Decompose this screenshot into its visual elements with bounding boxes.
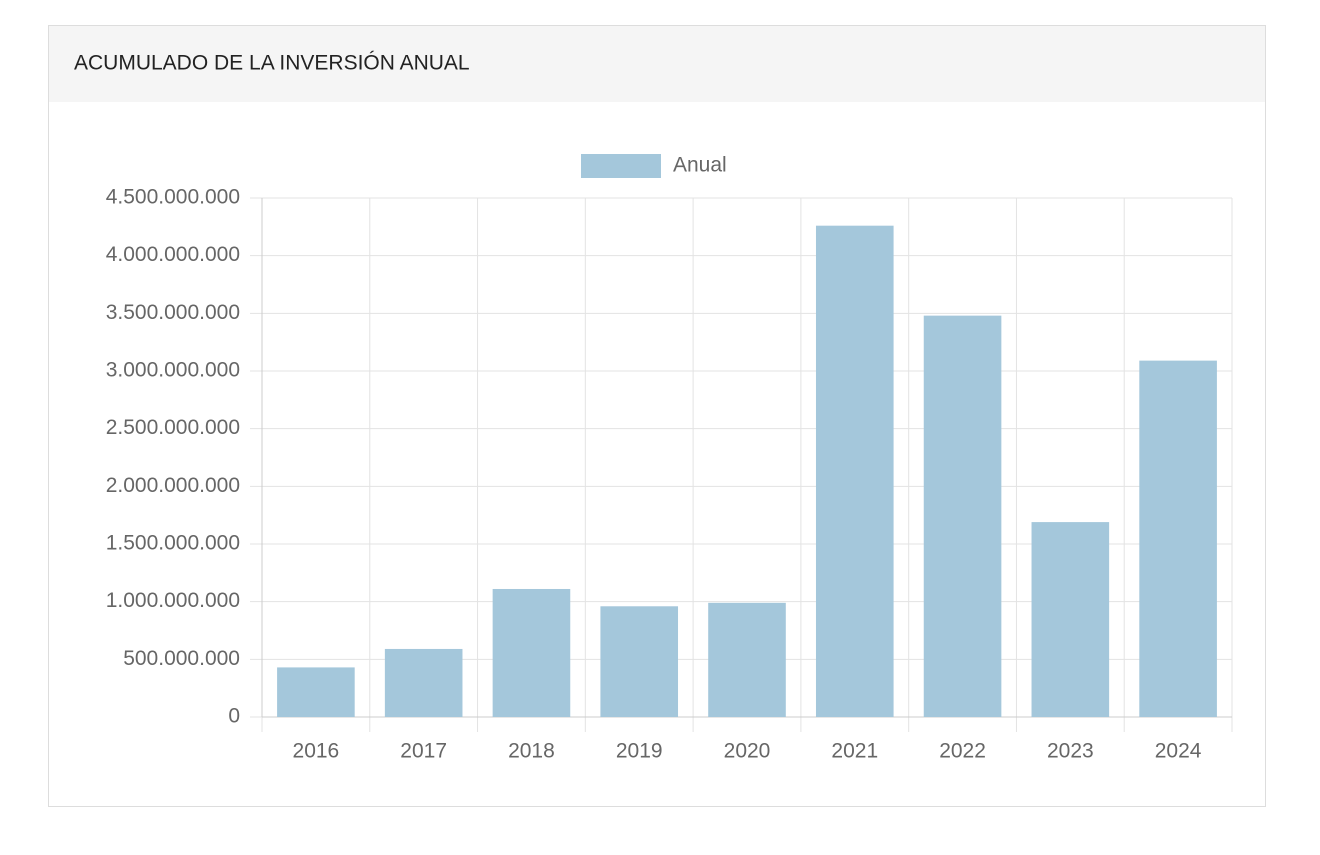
x-tick-label: 2018 bbox=[508, 740, 555, 763]
bar bbox=[277, 667, 355, 717]
y-tick-label: 4.500.000.000 bbox=[106, 186, 240, 209]
y-tick-label: 1.500.000.000 bbox=[106, 532, 240, 555]
x-tick-label: 2022 bbox=[939, 740, 986, 763]
legend-swatch bbox=[581, 154, 661, 178]
card-header bbox=[49, 26, 1265, 102]
bar bbox=[708, 602, 786, 717]
bar bbox=[1031, 522, 1110, 717]
y-tick-label: 0 bbox=[228, 705, 240, 728]
bar bbox=[815, 225, 894, 717]
bar bbox=[1139, 360, 1217, 717]
y-tick-label: 1.000.000.000 bbox=[106, 589, 240, 612]
y-tick-label: 3.000.000.000 bbox=[106, 359, 240, 382]
x-tick-label: 2017 bbox=[400, 740, 447, 763]
y-tick-label: 500.000.000 bbox=[123, 647, 240, 670]
x-tick-label: 2024 bbox=[1155, 740, 1202, 763]
bar bbox=[492, 588, 571, 717]
chart-title: ACUMULADO DE LA INVERSIÓN ANUAL bbox=[74, 52, 470, 75]
x-tick-label: 2021 bbox=[831, 740, 878, 763]
bar bbox=[384, 648, 463, 717]
x-tick-label: 2019 bbox=[616, 740, 663, 763]
legend-label: Anual bbox=[673, 154, 727, 177]
bar bbox=[923, 315, 1002, 717]
bar bbox=[600, 606, 679, 717]
x-tick-label: 2023 bbox=[1047, 740, 1094, 763]
y-tick-label: 4.000.000.000 bbox=[106, 243, 240, 266]
x-tick-label: 2016 bbox=[293, 740, 340, 763]
y-tick-label: 2.500.000.000 bbox=[106, 416, 240, 439]
x-tick-label: 2020 bbox=[724, 740, 771, 763]
y-tick-label: 3.500.000.000 bbox=[106, 301, 240, 324]
y-tick-label: 2.000.000.000 bbox=[106, 474, 240, 497]
